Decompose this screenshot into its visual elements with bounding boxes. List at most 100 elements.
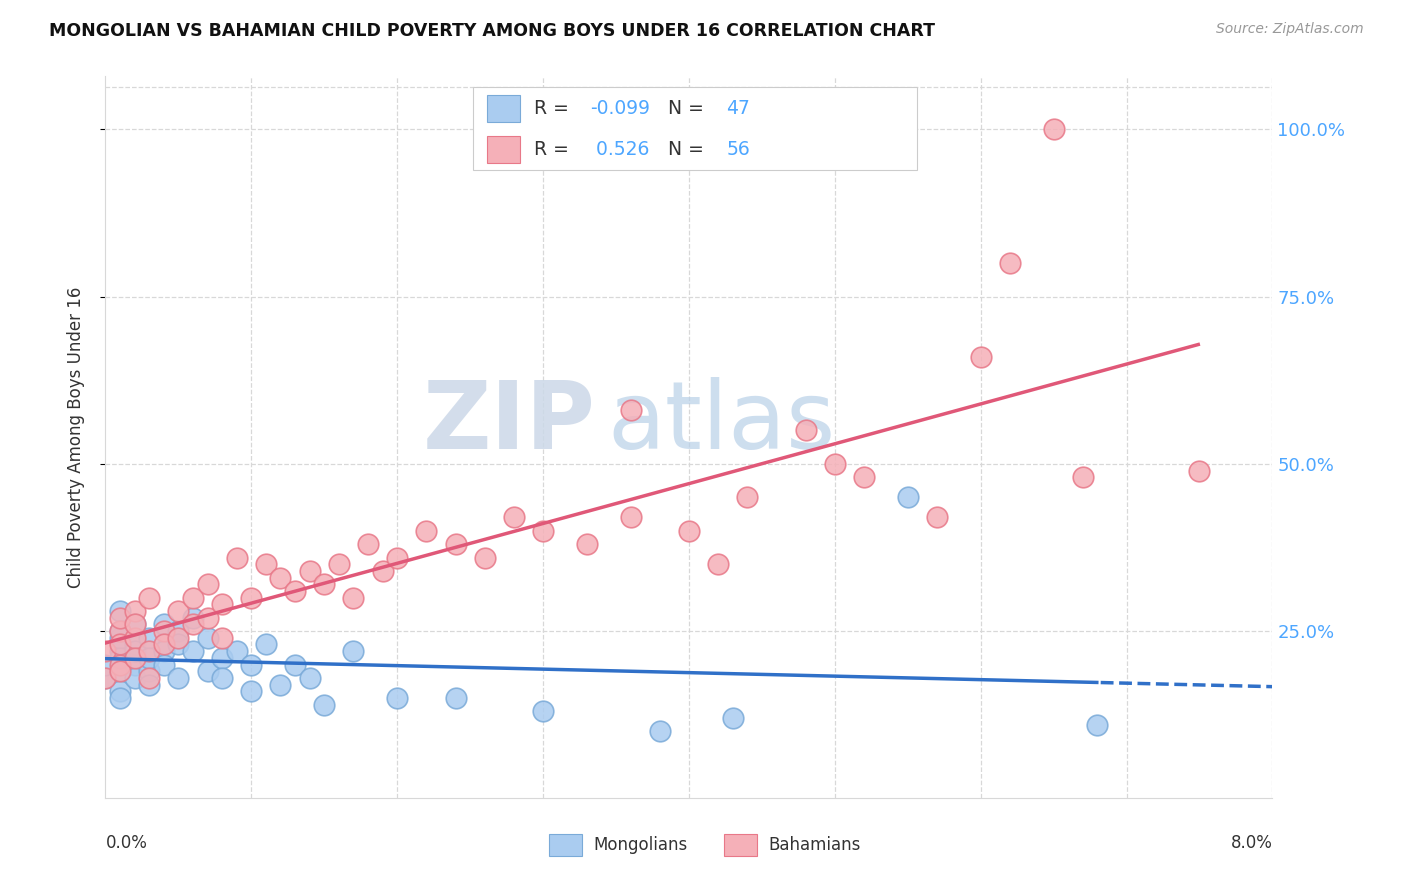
Point bbox=[108, 664, 131, 679]
Point bbox=[503, 510, 526, 524]
Point bbox=[108, 624, 131, 639]
Point bbox=[852, 470, 875, 484]
Point bbox=[108, 657, 131, 672]
Text: MONGOLIAN VS BAHAMIAN CHILD POVERTY AMONG BOYS UNDER 16 CORRELATION CHART: MONGOLIAN VS BAHAMIAN CHILD POVERTY AMON… bbox=[49, 22, 935, 40]
FancyBboxPatch shape bbox=[472, 87, 917, 169]
Point bbox=[531, 705, 554, 719]
Point bbox=[124, 671, 146, 685]
Point bbox=[108, 644, 131, 658]
Point bbox=[181, 644, 204, 658]
Point bbox=[824, 457, 846, 471]
Point bbox=[1188, 464, 1211, 478]
Point bbox=[314, 698, 336, 712]
Point bbox=[678, 524, 700, 538]
Point bbox=[925, 510, 948, 524]
Point bbox=[211, 671, 233, 685]
Point bbox=[167, 671, 190, 685]
Point bbox=[94, 657, 117, 672]
Point bbox=[138, 678, 160, 692]
Point bbox=[124, 617, 146, 632]
Point bbox=[225, 550, 247, 565]
Point bbox=[385, 550, 409, 565]
Point bbox=[108, 631, 131, 645]
Point bbox=[211, 631, 233, 645]
Point bbox=[444, 537, 467, 551]
Point bbox=[225, 644, 247, 658]
Point bbox=[385, 690, 409, 705]
Point bbox=[167, 637, 190, 651]
Text: ZIP: ZIP bbox=[423, 376, 596, 468]
Point bbox=[794, 424, 817, 438]
Point bbox=[998, 256, 1021, 270]
FancyBboxPatch shape bbox=[724, 835, 756, 856]
Text: 0.526: 0.526 bbox=[589, 140, 650, 159]
Text: R =: R = bbox=[534, 140, 575, 159]
Point bbox=[138, 591, 160, 605]
Point bbox=[153, 617, 174, 632]
Point bbox=[284, 584, 307, 599]
Point bbox=[153, 624, 174, 639]
Text: N =: N = bbox=[668, 140, 710, 159]
Point bbox=[108, 690, 131, 705]
Y-axis label: Child Poverty Among Boys Under 16: Child Poverty Among Boys Under 16 bbox=[66, 286, 84, 588]
Point bbox=[124, 651, 146, 665]
Point bbox=[197, 631, 219, 645]
Point bbox=[153, 644, 174, 658]
Point bbox=[648, 724, 671, 739]
FancyBboxPatch shape bbox=[548, 835, 582, 856]
Point bbox=[181, 617, 204, 632]
Point bbox=[444, 690, 467, 705]
Text: atlas: atlas bbox=[607, 376, 835, 468]
Text: 0.0%: 0.0% bbox=[105, 835, 148, 853]
Point bbox=[970, 350, 993, 364]
Point bbox=[108, 651, 131, 665]
Point bbox=[1087, 717, 1109, 731]
Point bbox=[167, 631, 190, 645]
Point bbox=[153, 637, 174, 651]
Point bbox=[138, 644, 160, 658]
Point bbox=[167, 624, 190, 639]
Point bbox=[342, 644, 364, 658]
Point bbox=[270, 678, 292, 692]
Point bbox=[138, 664, 160, 679]
Point bbox=[531, 524, 554, 538]
Point bbox=[108, 624, 131, 639]
Point bbox=[314, 577, 336, 591]
Point bbox=[167, 604, 190, 618]
Point bbox=[138, 631, 160, 645]
Point bbox=[707, 557, 730, 572]
Point bbox=[211, 651, 233, 665]
Point bbox=[124, 631, 146, 645]
Point bbox=[94, 644, 117, 658]
Point bbox=[240, 684, 263, 698]
Point bbox=[342, 591, 364, 605]
Point bbox=[357, 537, 380, 551]
Point bbox=[240, 657, 263, 672]
Text: 56: 56 bbox=[727, 140, 749, 159]
Point bbox=[270, 571, 292, 585]
Point bbox=[197, 610, 219, 624]
Point bbox=[284, 657, 307, 672]
Point bbox=[138, 671, 160, 685]
Point bbox=[298, 671, 321, 685]
Text: Bahamians: Bahamians bbox=[768, 837, 860, 855]
Point bbox=[737, 491, 759, 505]
Text: Source: ZipAtlas.com: Source: ZipAtlas.com bbox=[1216, 22, 1364, 37]
Point bbox=[108, 664, 131, 679]
Point bbox=[124, 644, 146, 658]
Point bbox=[181, 610, 204, 624]
Point bbox=[124, 604, 146, 618]
Text: -0.099: -0.099 bbox=[589, 99, 650, 118]
Point bbox=[474, 550, 496, 565]
Point bbox=[619, 510, 641, 524]
Text: N =: N = bbox=[668, 99, 710, 118]
Point bbox=[897, 491, 920, 505]
Point bbox=[94, 671, 117, 685]
Point bbox=[108, 604, 131, 618]
Point bbox=[153, 657, 174, 672]
Text: 8.0%: 8.0% bbox=[1230, 835, 1272, 853]
Point bbox=[619, 403, 641, 417]
Point bbox=[108, 684, 131, 698]
Point bbox=[254, 637, 277, 651]
Point bbox=[211, 598, 233, 612]
